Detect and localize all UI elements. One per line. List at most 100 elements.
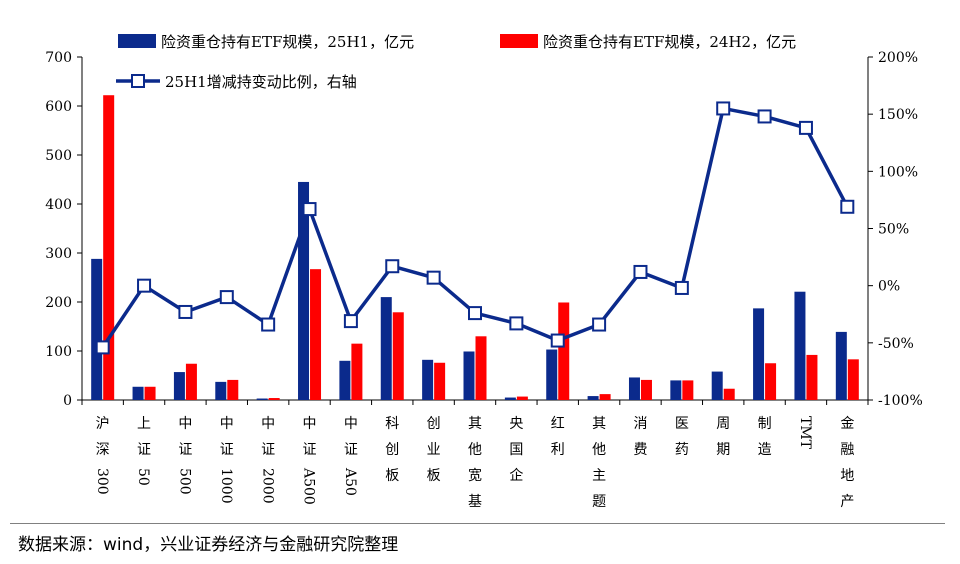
- bar: [310, 269, 322, 400]
- left-tick-label: 100: [45, 344, 72, 360]
- bar: [173, 372, 185, 400]
- x-category-label: 药: [675, 442, 689, 458]
- bar: [640, 379, 652, 400]
- x-category-label: 板: [427, 468, 441, 484]
- line-marker: [757, 109, 772, 124]
- right-y-axis: -100% -50% 0% 50% 100% 150% 200%: [867, 50, 923, 409]
- x-category-label: TMT: [797, 416, 813, 450]
- bar: [268, 398, 280, 400]
- bar-series-group: [91, 95, 859, 400]
- line-marker: [633, 264, 648, 279]
- x-category-label: 主: [592, 468, 606, 484]
- x-category-label: 业: [427, 442, 441, 458]
- bar: [339, 360, 351, 400]
- bar: [475, 336, 487, 400]
- legend: 险资重仓持有ETF规模，25H1，亿元 险资重仓持有ETF规模，24H2，亿元 25…: [116, 33, 796, 91]
- x-category-label: 中: [220, 416, 234, 432]
- line-marker: [137, 278, 152, 293]
- bar: [670, 380, 682, 400]
- x-category-label: 中: [303, 416, 317, 432]
- x-category-label: 500: [177, 468, 193, 495]
- left-tick-label: 400: [45, 197, 72, 213]
- x-category-label: 中: [344, 416, 358, 432]
- x-category-label: 证: [178, 442, 192, 458]
- bar: [422, 359, 434, 400]
- x-category-label: 创: [427, 416, 441, 432]
- x-category-label: 2000: [259, 468, 275, 504]
- x-category-label: 50: [135, 468, 151, 486]
- x-category-label: A500: [301, 467, 317, 505]
- x-category-label: 造: [758, 442, 772, 458]
- bar: [765, 363, 777, 400]
- x-category-label: 深: [96, 442, 110, 458]
- right-tick-label: -100%: [878, 393, 923, 409]
- bar: [298, 181, 310, 400]
- x-category-label: 300: [94, 468, 110, 495]
- right-tick-label: -50%: [878, 336, 914, 352]
- x-category-label: 金: [840, 416, 854, 432]
- left-y-axis: 0 100 200 300 400 500 600 700: [45, 50, 869, 409]
- x-category-label: 制: [758, 416, 772, 432]
- x-category-label: 产: [840, 494, 854, 510]
- bar: [91, 258, 103, 400]
- x-category-label: 上: [137, 416, 151, 432]
- bar: [504, 397, 516, 400]
- legend-line-marker: [131, 74, 145, 88]
- legend-label-24h2: 险资重仓持有ETF规模，24H2，亿元: [543, 33, 796, 51]
- right-tick-label: 0%: [878, 279, 900, 295]
- left-tick-label: 200: [45, 295, 72, 311]
- x-category-label: 沪: [96, 416, 110, 432]
- bar: [599, 394, 611, 400]
- x-category-label: 证: [137, 442, 151, 458]
- x-category-label: 地: [840, 468, 854, 484]
- right-tick-label: 200%: [878, 50, 918, 66]
- bar: [256, 398, 268, 400]
- line-marker: [343, 314, 358, 329]
- bar: [558, 302, 570, 400]
- x-category-label: 题: [592, 494, 606, 510]
- x-category-label: 科: [385, 416, 399, 432]
- x-category-label: 期: [716, 442, 730, 458]
- bar: [392, 312, 404, 400]
- legend-swatch-25h1: [118, 34, 156, 48]
- combo-chart: 0 100 200 300 400 500 600 700 -100% -50% 0% 50% 100…: [10, 33, 945, 524]
- bar: [794, 291, 806, 400]
- bar: [587, 396, 599, 400]
- x-category-label: 周: [716, 416, 730, 432]
- x-category-label: 证: [261, 442, 275, 458]
- bar: [463, 351, 475, 400]
- bar: [227, 379, 239, 400]
- bar: [628, 377, 640, 400]
- bar: [711, 371, 723, 400]
- line-marker: [426, 270, 441, 285]
- bar: [185, 363, 197, 400]
- x-category-label: 其: [592, 416, 606, 432]
- line-marker: [302, 202, 317, 217]
- x-category-label: 利: [551, 442, 565, 458]
- line-marker: [509, 316, 524, 331]
- left-tick-label: 700: [45, 50, 72, 66]
- bar: [753, 308, 765, 400]
- bar: [806, 354, 818, 400]
- line-marker: [798, 120, 813, 135]
- x-category-label: 证: [344, 442, 358, 458]
- x-category-label: 央: [509, 416, 523, 432]
- x-category-label: 中: [178, 416, 192, 432]
- x-category-label: 板: [385, 468, 399, 484]
- bar: [380, 297, 392, 400]
- x-category-label: 国: [509, 442, 523, 458]
- line-marker: [95, 340, 110, 355]
- x-category-label: 他: [592, 442, 606, 458]
- x-category-label: 费: [633, 442, 647, 458]
- line-marker: [674, 280, 689, 295]
- line-marker: [178, 304, 193, 319]
- right-tick-label: 100%: [878, 164, 918, 180]
- x-category-label: 证: [220, 442, 234, 458]
- bar: [434, 362, 446, 400]
- x-category-label: 其: [468, 416, 482, 432]
- bar: [847, 359, 859, 400]
- x-category-label: 创: [385, 442, 399, 458]
- left-tick-label: 500: [45, 148, 72, 164]
- bar: [835, 331, 847, 400]
- line-marker: [261, 317, 276, 332]
